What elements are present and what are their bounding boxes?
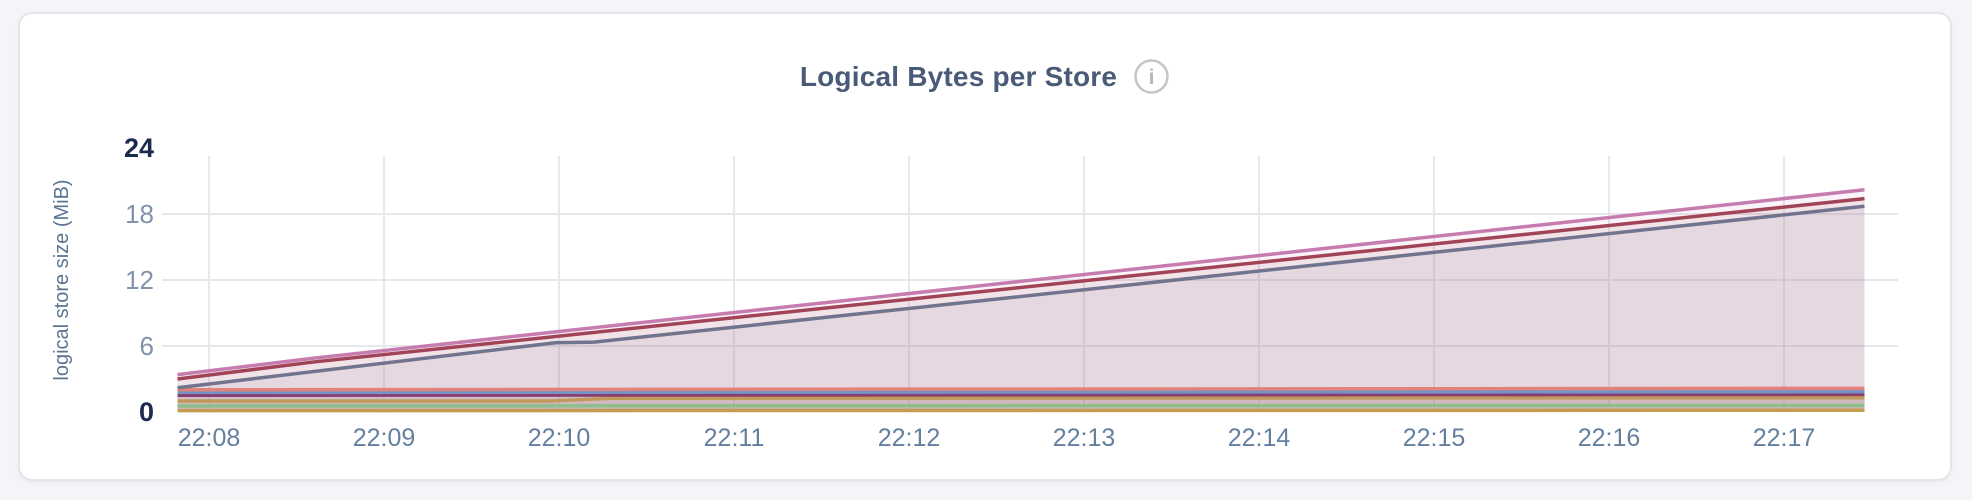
series-line	[177, 395, 1865, 403]
x-tick-label: 22:08	[178, 424, 241, 452]
series-line	[177, 403, 1865, 408]
y-tick-label: 18	[125, 199, 154, 229]
x-tick-label: 22:15	[1403, 424, 1466, 452]
chart-title: Logical Bytes per Store	[799, 60, 1118, 92]
y-tick-label: 6	[140, 331, 154, 361]
y-tick-label: 24	[124, 133, 154, 163]
chart-areas	[177, 189, 1865, 412]
series-line	[177, 204, 1865, 390]
x-tick-label: 22:09	[353, 424, 416, 452]
series-line	[177, 386, 1865, 392]
chart-grid	[162, 156, 1898, 412]
x-tick-label: 22:16	[1578, 424, 1641, 452]
info-circle-icon[interactable]: i	[1133, 58, 1170, 95]
series-area	[177, 206, 1865, 412]
series-line	[177, 392, 1865, 398]
x-tick-label: 22:14	[1228, 424, 1291, 452]
series-area	[177, 189, 1865, 412]
y-axis-ticks: 0 6 12 18 24	[124, 133, 154, 427]
series-line	[177, 389, 1865, 395]
x-tick-label: 22:12	[878, 424, 941, 452]
chart-header: Logical Bytes per Store i	[20, 58, 1950, 95]
series-line	[177, 196, 1865, 381]
chart-lines	[177, 188, 1865, 413]
y-tick-label: 0	[139, 397, 154, 427]
x-tick-label: 22:10	[528, 424, 591, 452]
series-line	[177, 188, 1865, 377]
x-tick-label: 22:13	[1053, 424, 1116, 452]
y-axis-title: logical store size (MiB)	[51, 179, 73, 380]
x-axis-ticks: 22:08 22:09 22:10 22:11 22:12 22:13 22:14 22:15…	[178, 424, 1816, 452]
x-tick-label: 22:17	[1753, 424, 1816, 452]
x-tick-label: 22:11	[704, 424, 765, 452]
chart-card: 0 6 12 18 24 22:08 22:09 22:10 22:11 22:12 22:13 22…	[18, 12, 1952, 481]
y-tick-label: 12	[125, 265, 154, 295]
svg-text:i: i	[1149, 66, 1155, 89]
